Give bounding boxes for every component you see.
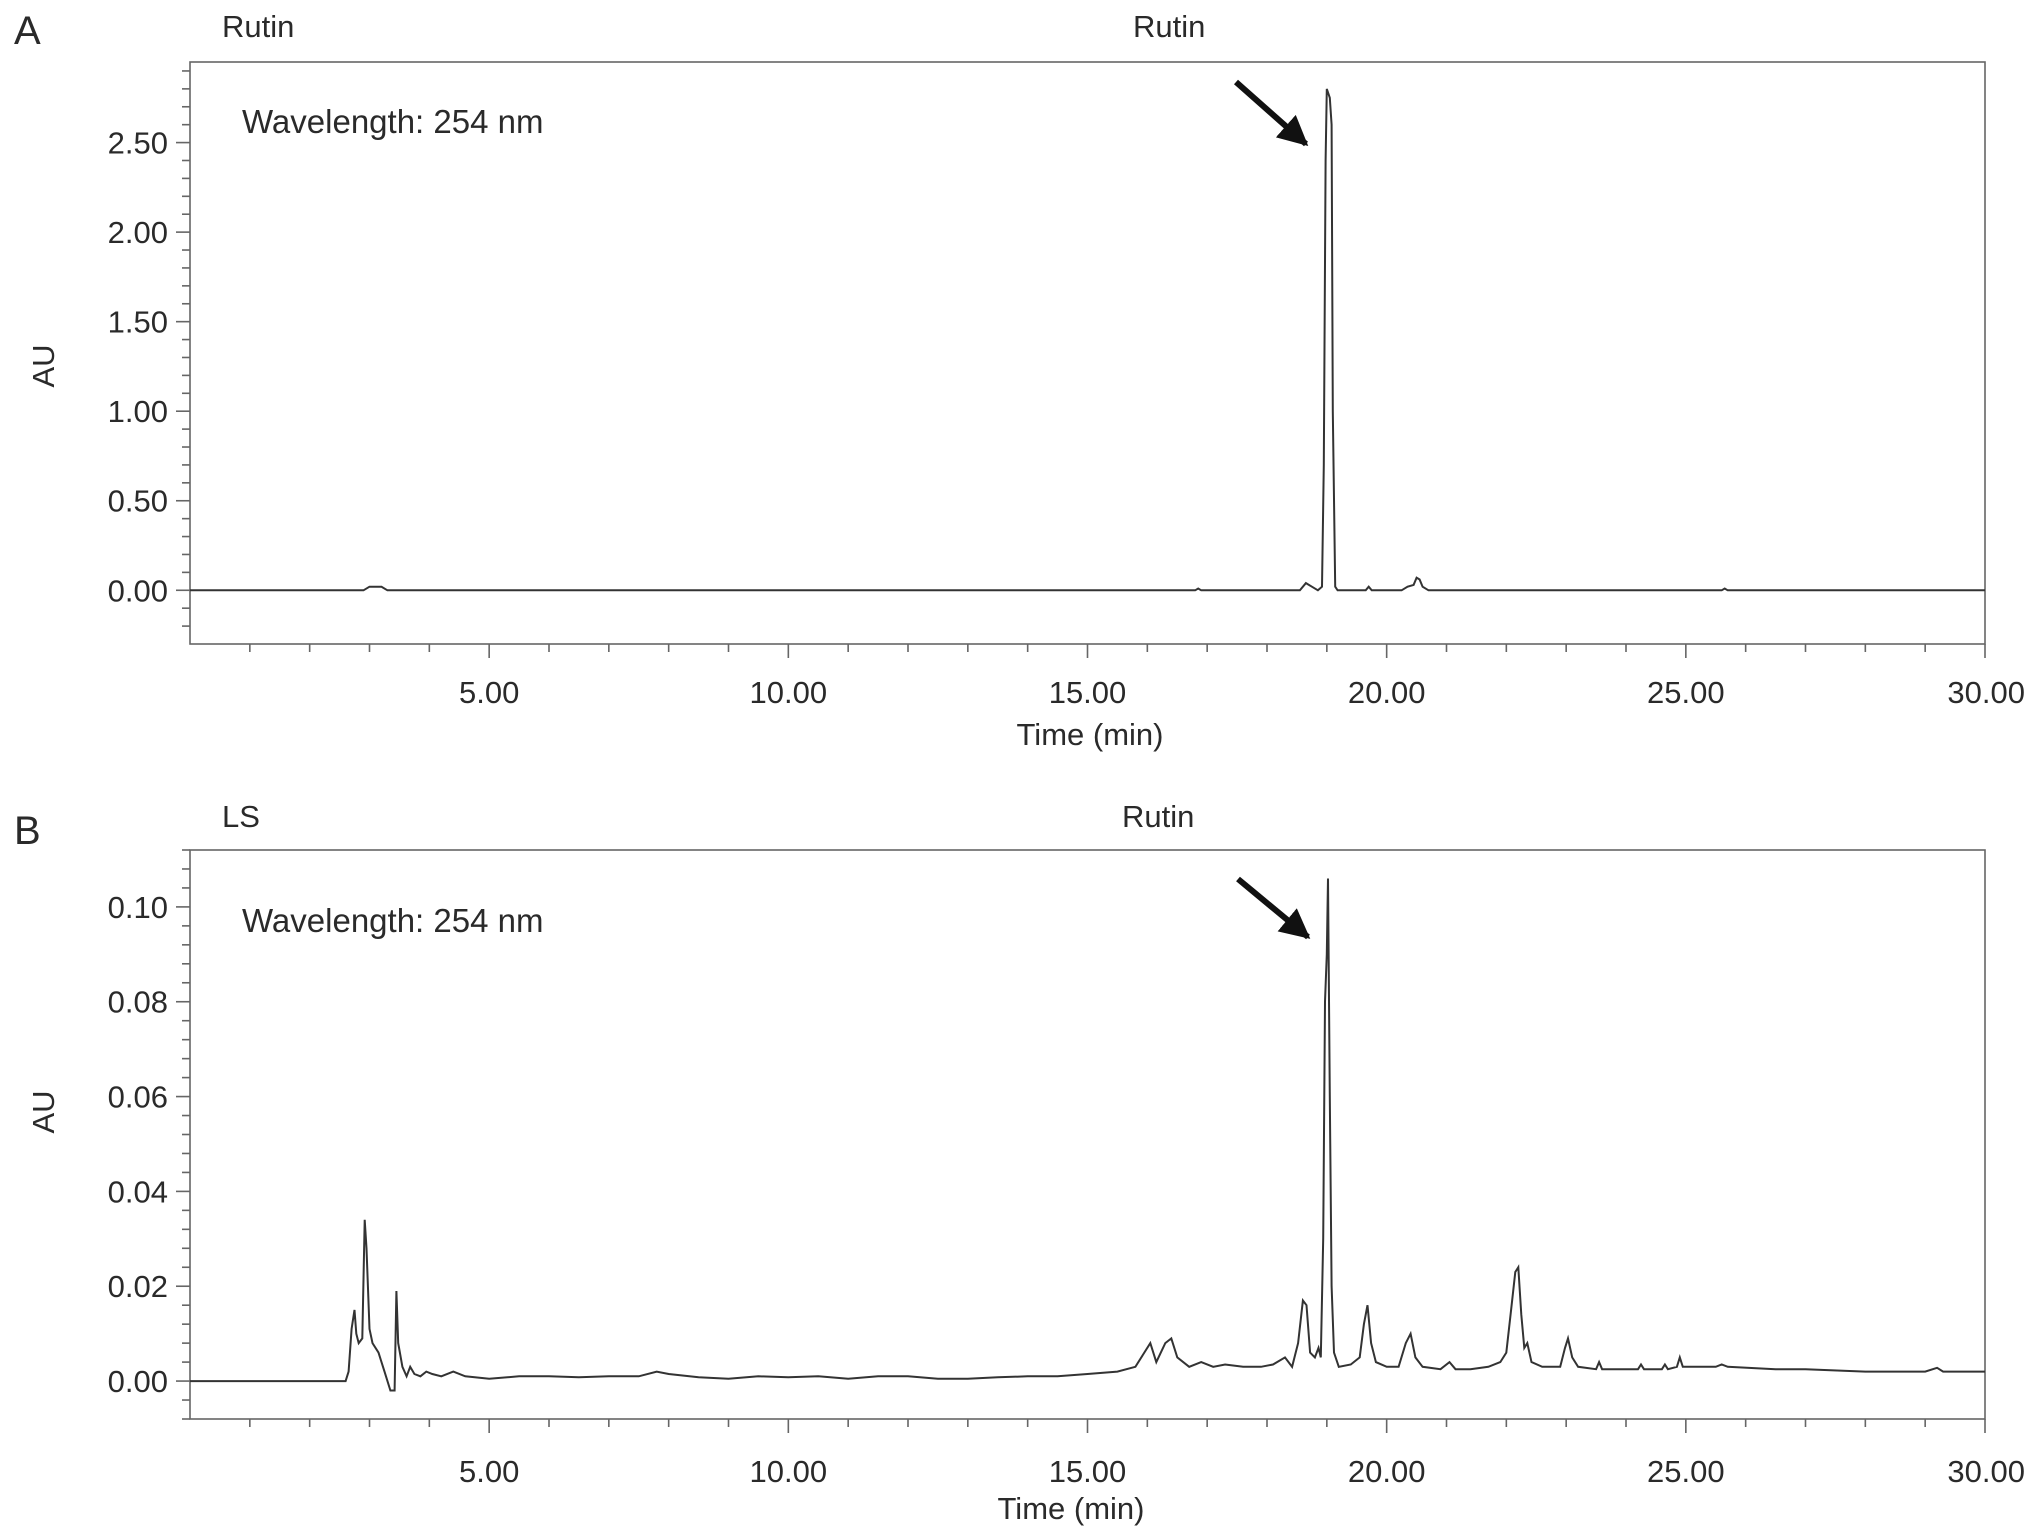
x-tick-label: 15.00 xyxy=(1049,675,1127,710)
y-axis: 0.00 0.02 0.04 0.06 0.08 0.10 xyxy=(108,849,190,1420)
chart-panel-b: B LS Rutin Wavelength: 254 nm 0.000.020.… xyxy=(14,799,2025,1526)
x-tick-label: 10.00 xyxy=(750,675,828,710)
x-axis-title: Time (min) xyxy=(998,1491,1145,1526)
y-axis-title: AU xyxy=(26,344,61,387)
x-tick-label: 5.00 xyxy=(459,1454,519,1489)
peak-label: Rutin xyxy=(1122,799,1194,834)
x-tick-label: 20.00 xyxy=(1348,675,1426,710)
x-tick-label: 30.00 xyxy=(1947,675,2025,710)
y-tick-label: 0.02 xyxy=(108,1269,168,1304)
x-tick-label: 5.00 xyxy=(459,675,519,710)
panel-letter: B xyxy=(14,809,41,853)
y-tick-label: 0.10 xyxy=(108,890,168,925)
x-axis: 5.00 10.00 15.00 20.00 25.00 30.00 xyxy=(249,1419,2025,1489)
x-tick-label: 25.00 xyxy=(1647,1454,1725,1489)
chromatogram-trace xyxy=(190,878,1985,1392)
y-tick-label: 0.04 xyxy=(108,1174,168,1209)
peak-arrow xyxy=(1236,876,1311,940)
plot-frame xyxy=(189,61,1986,645)
y-tick-label: 1.50 xyxy=(108,305,168,340)
x-tick-label: 25.00 xyxy=(1647,675,1725,710)
y-axis-title: AU xyxy=(26,1090,61,1133)
peak-arrow xyxy=(1234,79,1309,147)
y-axis: 0.00 0.50 1.00 1.50 2.00 2.50 xyxy=(108,70,190,627)
y-tick-label: 0.00 xyxy=(108,573,168,608)
y-tick-label: 2.00 xyxy=(108,215,168,250)
x-tick-label: 20.00 xyxy=(1348,1454,1426,1489)
chart-panel-a: A Rutin Rutin Wavelength: 254 nm 0.00 0.5… xyxy=(14,9,2025,752)
y-tick-label: 0.50 xyxy=(108,484,168,519)
chromatogram-trace xyxy=(190,88,1985,592)
y-tick-label: 1.00 xyxy=(108,394,168,429)
x-axis-title: Time (min) xyxy=(1017,717,1164,752)
wavelength-annotation: Wavelength: 254 nm xyxy=(242,902,543,939)
x-tick-label: 30.00 xyxy=(1947,1454,2025,1489)
y-tick-label: 0.06 xyxy=(108,1080,168,1115)
peak-label: Rutin xyxy=(1133,9,1205,44)
y-tick-label: 0.00 xyxy=(108,1364,168,1399)
y-tick-label: 0.08 xyxy=(108,985,168,1020)
wavelength-annotation: Wavelength: 254 nm xyxy=(242,103,543,140)
x-axis: 5.00 10.00 15.00 20.00 25.00 30.00 xyxy=(249,644,2025,710)
y-tick-label: 2.50 xyxy=(108,126,168,161)
x-tick-label: 15.00 xyxy=(1049,1454,1127,1489)
sample-label: Rutin xyxy=(222,9,294,44)
sample-label: LS xyxy=(222,799,260,834)
x-tick-label: 10.00 xyxy=(750,1454,828,1489)
panel-letter: A xyxy=(14,9,41,53)
